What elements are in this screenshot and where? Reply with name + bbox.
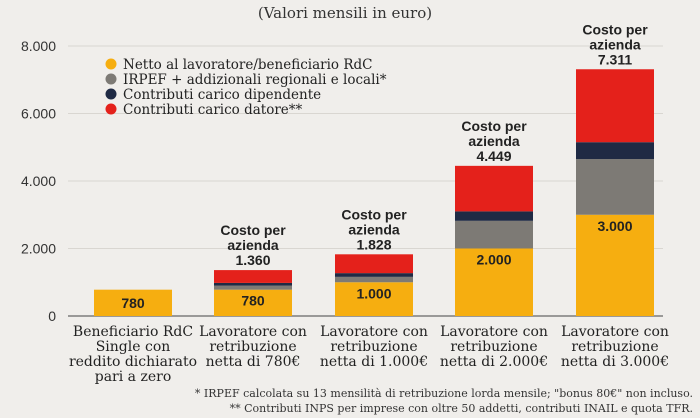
bar-segment: [335, 276, 413, 283]
bar-segment: [214, 285, 292, 290]
bar-segment: [455, 165, 533, 212]
legend: Netto al lavoratore/beneficiario RdCIRPE…: [105, 57, 387, 118]
cost-label: azienda: [589, 36, 641, 52]
cost-label: Costo per: [461, 118, 527, 134]
legend-marker: [105, 103, 117, 115]
bar-segment: [576, 142, 654, 160]
bar-segment: [335, 273, 413, 277]
cost-label: 1.360: [235, 252, 270, 268]
footnote-2: ** Contributi INPS per imprese con oltre…: [230, 402, 693, 415]
legend-marker: [105, 58, 117, 70]
category-label: Lavoratore con: [561, 324, 669, 340]
bar-segment: [214, 282, 292, 286]
bar-segment: [455, 211, 533, 221]
category-label: Beneficiario RdC: [73, 324, 193, 340]
category-label: netta di 3.000€: [561, 354, 669, 370]
y-tick-label: 4.000: [21, 173, 56, 189]
y-tick-label: 0: [48, 308, 56, 324]
cost-label: 1.828: [356, 236, 391, 252]
category-label: reddito dichiarato: [69, 354, 197, 370]
footnote-1: * IRPEF calcolata su 13 mensilità di ret…: [195, 387, 693, 400]
category-label: retribuzione: [571, 339, 658, 355]
legend-label: IRPEF + addizionali regionali e locali*: [123, 72, 387, 88]
category-label: netta di 2.000€: [440, 354, 548, 370]
data-label: 3.000: [597, 218, 632, 234]
category-label: Lavoratore con: [199, 324, 307, 340]
y-tick-label: 6.000: [21, 106, 56, 122]
category-label: netta di 1.000€: [320, 354, 428, 370]
data-label: 2.000: [476, 252, 511, 268]
category-label: pari a zero: [95, 369, 172, 385]
bar-segment: [335, 254, 413, 274]
data-label: 1.000: [356, 285, 391, 301]
category-label: netta di 780€: [206, 354, 301, 370]
category-label: Lavoratore con: [440, 324, 548, 340]
category-label: retribuzione: [450, 339, 537, 355]
data-label: 780: [241, 293, 265, 309]
cost-label: azienda: [348, 221, 400, 237]
bar-segment: [576, 159, 654, 215]
cost-label: 7.311: [598, 51, 632, 67]
cost-label: Costo per: [220, 222, 286, 238]
legend-label: Contributi carico datore**: [123, 102, 303, 118]
legend-label: Contributi carico dipendente: [123, 87, 321, 103]
category-label: retribuzione: [209, 339, 296, 355]
bar-segment: [214, 270, 292, 283]
legend-marker: [105, 73, 117, 85]
cost-label: Costo per: [341, 206, 407, 222]
legend-label: Netto al lavoratore/beneficiario RdC: [123, 57, 372, 73]
bar-segment: [576, 69, 654, 143]
bars: [94, 69, 654, 316]
bar-segment: [335, 282, 413, 316]
category-label: Single con: [96, 339, 171, 355]
legend-marker: [105, 88, 117, 100]
data-label: 780: [121, 295, 145, 311]
y-tick-label: 2.000: [21, 241, 56, 257]
bar-segment: [455, 220, 533, 249]
chart-subtitle: (Valori mensili in euro): [258, 4, 432, 22]
y-tick-label: 8.000: [21, 38, 56, 54]
cost-label: Costo per: [582, 21, 648, 37]
bar-segment: [94, 289, 172, 316]
grid: [68, 45, 663, 249]
bar-segment: [455, 248, 533, 316]
cost-label: 4.449: [476, 148, 511, 164]
cost-label: azienda: [468, 133, 520, 149]
bar-segment: [214, 289, 292, 316]
category-label: retribuzione: [330, 339, 417, 355]
category-label: Lavoratore con: [320, 324, 428, 340]
cost-label: azienda: [227, 237, 279, 253]
bar-segment: [576, 214, 654, 316]
